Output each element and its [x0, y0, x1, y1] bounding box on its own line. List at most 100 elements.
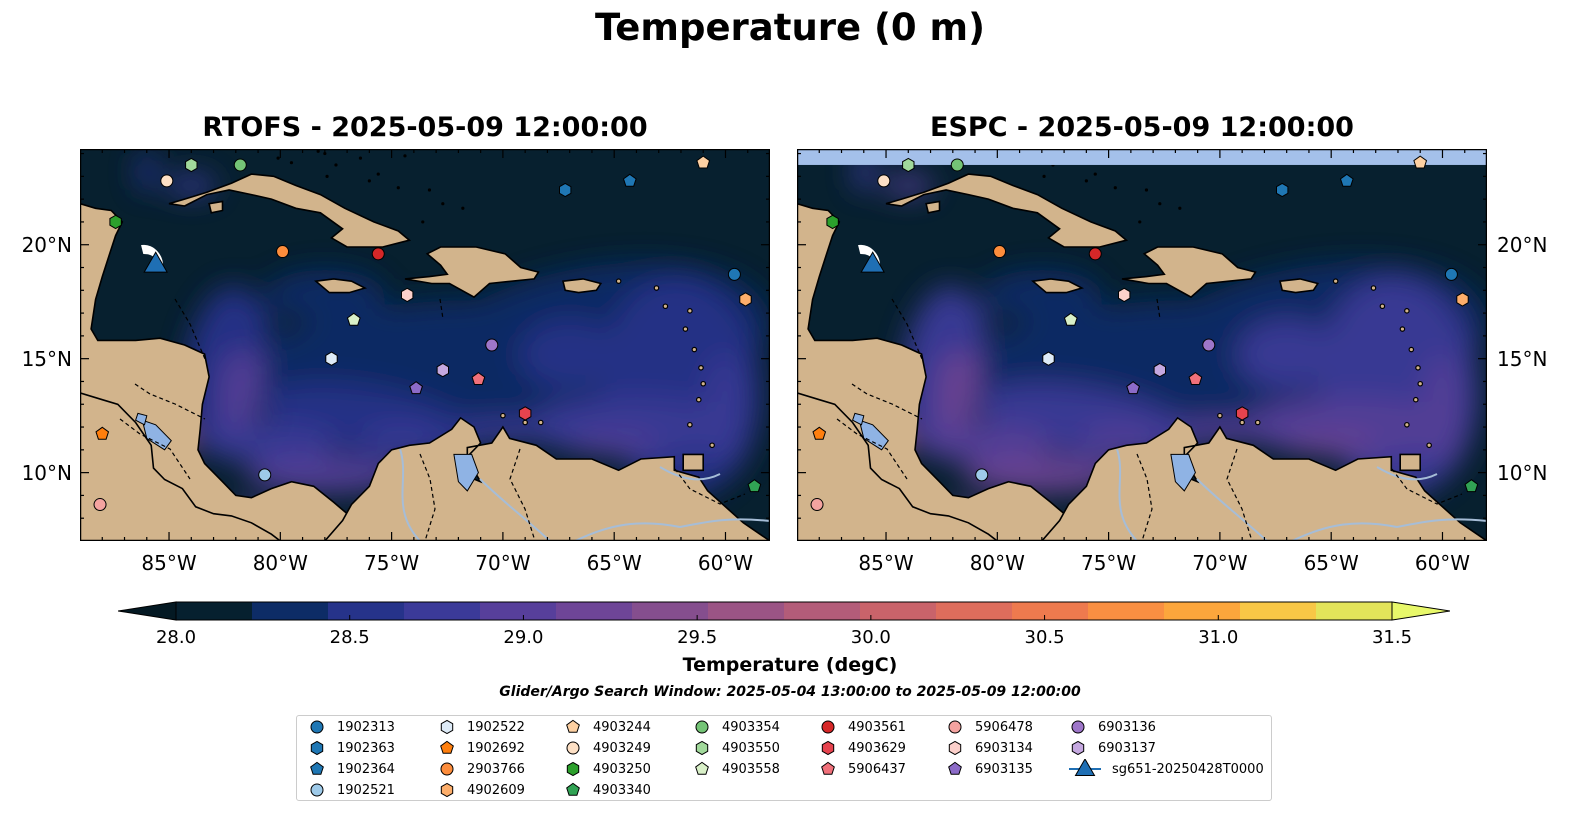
land-hispaniola [404, 246, 540, 299]
legend-label: 1902522 [467, 719, 525, 735]
lon-tick-label: 85°W [141, 551, 197, 575]
float-4903354 [950, 158, 964, 172]
float-1902313 [1444, 267, 1458, 281]
float-1902521 [258, 468, 272, 482]
legend-label: 6903134 [975, 740, 1033, 756]
legend-marker-icon [821, 720, 835, 734]
land-cuba [168, 173, 412, 248]
legend-label: 4902609 [467, 782, 525, 798]
espc-map[interactable] [797, 149, 1487, 541]
float-4903354 [233, 158, 247, 172]
land [797, 149, 1487, 541]
legend-label: 4903550 [722, 740, 780, 756]
legend-label: 4903629 [848, 740, 906, 756]
legend-item: 4903550 [692, 738, 780, 758]
colorbar-over-arrow [1391, 601, 1451, 621]
lon-tick-label: 85°W [858, 551, 914, 575]
legend-marker-icon [1074, 759, 1096, 776]
legend-item: 4903629 [818, 738, 906, 758]
float-4903340 [1464, 479, 1479, 493]
land-pr [562, 278, 603, 294]
legend-marker-icon [310, 761, 324, 775]
legend-marker-icon [310, 740, 324, 756]
legend-label: 4903244 [593, 719, 651, 735]
float-1902364 [622, 173, 637, 187]
rtofs-map-title: RTOFS - 2025-05-09 12:00:00 [202, 112, 648, 143]
land-southPac [80, 392, 282, 541]
rtofs-map[interactable] [80, 149, 770, 541]
legend-label: 4903249 [593, 740, 651, 756]
legend-marker-icon [310, 720, 324, 734]
float-4903550 [902, 157, 915, 173]
land-jamaica [314, 278, 368, 294]
lat-tick-label: 20°N [21, 232, 72, 257]
legend-marker-icon [948, 720, 962, 734]
float-4903550 [185, 157, 198, 173]
legend-marker-icon [566, 719, 580, 733]
legend-label: 2903766 [467, 761, 525, 777]
float-6903134 [1118, 287, 1131, 303]
float-6903135 [1126, 381, 1140, 395]
legend-marker-icon [948, 740, 962, 756]
float-6903137 [1153, 362, 1166, 378]
float-1902522 [1042, 351, 1055, 366]
colorbar-segment [556, 602, 633, 620]
colorbar-segment [1240, 602, 1317, 620]
colorbar-segment [328, 602, 405, 620]
legend-marker-icon [440, 782, 454, 798]
no-data-band [797, 149, 1487, 165]
legend-label: sg651-20250428T0000 [1112, 761, 1264, 777]
float-4902609 [739, 292, 752, 307]
legend-item: 4903244 [563, 717, 651, 737]
legend-item: 1902521 [307, 780, 395, 800]
float-4903629 [1235, 406, 1249, 421]
float-4903558 [1063, 312, 1078, 326]
float-1902692 [812, 426, 827, 440]
legend-marker-icon [1071, 720, 1085, 734]
legend-marker-icon [821, 740, 835, 756]
land-southPac [797, 392, 999, 541]
legend-label: 1902692 [467, 740, 525, 756]
legend-marker-icon [440, 719, 454, 735]
float-1902364 [1339, 173, 1354, 187]
float-4903629 [518, 406, 532, 421]
legend-label: 4903354 [722, 719, 780, 735]
colorbar-segment [404, 602, 481, 620]
argo-floats [93, 155, 762, 512]
legend-marker-icon [566, 782, 580, 796]
legend-marker-icon [440, 782, 454, 798]
legend-label: 4903558 [722, 761, 780, 777]
legend-label: 4903340 [593, 782, 651, 798]
legend-label: 6903137 [1098, 740, 1156, 756]
legend-marker-icon [1071, 740, 1085, 756]
legend-marker-icon [1071, 740, 1085, 756]
legend-marker-icon [821, 761, 835, 775]
float-1902521 [975, 468, 989, 482]
colorbar-tick-label: 28.5 [329, 627, 370, 648]
glider-sg651-20250428T0000 [143, 251, 168, 273]
lat-tick-label: 15°N [1497, 346, 1548, 371]
legend-marker-icon [310, 720, 324, 734]
legend-marker-icon [695, 720, 709, 734]
legend-marker-icon [566, 719, 580, 733]
colorbar-under-arrow [117, 601, 177, 621]
legend-item: 4903340 [563, 780, 651, 800]
legend-marker-icon [948, 720, 962, 734]
legend-item: 6903135 [945, 759, 1033, 779]
lon-tick-label: 65°W [1303, 551, 1359, 575]
legend-item: 1902363 [307, 738, 395, 758]
legend-marker-icon [566, 761, 580, 777]
lat-tick-label: 20°N [1497, 232, 1548, 257]
legend-item: 1902692 [437, 738, 525, 758]
float-5906478 [93, 498, 107, 512]
legend-item: 1902522 [437, 717, 525, 737]
legend-item: 4903249 [563, 738, 651, 758]
legend-marker-icon [821, 761, 835, 775]
float-1902313 [727, 267, 741, 281]
colorbar-tick-label: 28.0 [155, 627, 197, 648]
legend-label: 4903250 [593, 761, 651, 777]
land-hispaniola [1121, 246, 1257, 299]
float-4902609 [1456, 292, 1469, 307]
land-pr [1279, 278, 1320, 294]
colorbar-segment [1164, 602, 1241, 620]
